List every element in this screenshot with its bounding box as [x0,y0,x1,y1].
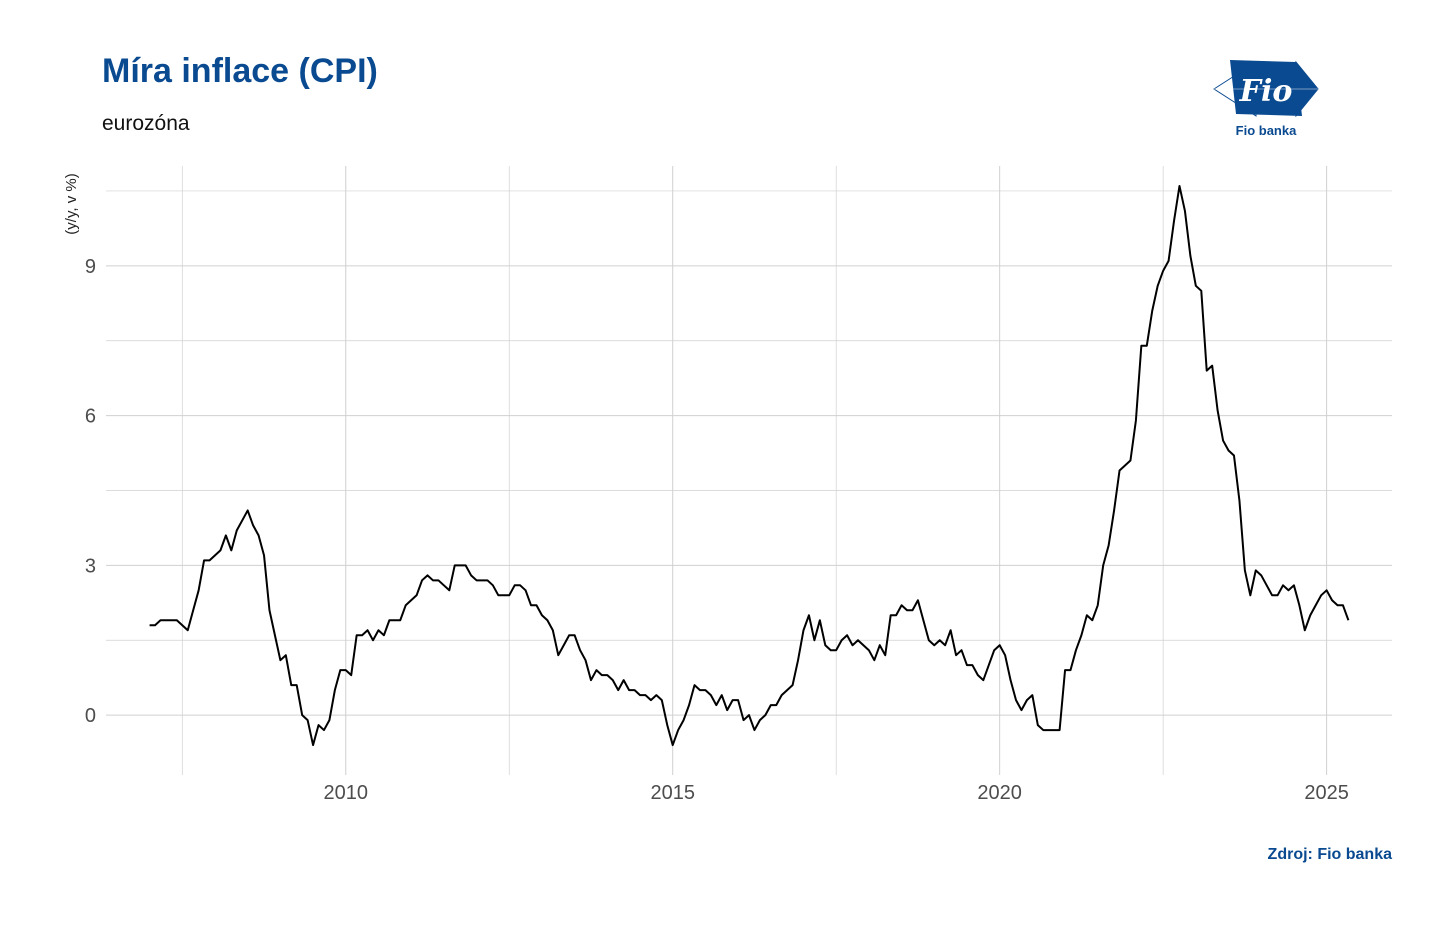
series-layer [149,184,1350,747]
y-tick-label: 0 [85,705,96,727]
x-tick-label: 2015 [650,782,695,804]
fio-banka-logo: Fio Fio banka [1213,60,1319,138]
grid-minor [106,166,1392,775]
x-tick-label: 2010 [324,782,369,804]
x-tick-label: 2020 [977,782,1022,804]
y-tick-label: 9 [85,256,96,278]
logo-name: Fio banka [1236,123,1297,138]
y-axis-label: (y/y, v %) [63,173,80,234]
logo-flag-shape [1230,60,1302,116]
x-tick-label: 2025 [1304,782,1349,804]
chart-title: Míra inflace (CPI) [102,52,378,90]
y-tick-label: 3 [85,555,96,577]
x-tick-labels: 2010 2015 2020 2025 [324,782,1349,804]
y-tick-labels: 0 3 6 9 [85,256,96,727]
grid-major [106,166,1392,775]
y-tick-label: 6 [85,406,96,428]
logo-mark-text: Fio [1239,74,1293,109]
inflation-series-line [149,184,1350,747]
source-note: Zdroj: Fio banka [1267,846,1392,863]
chart-subtitle: eurozóna [102,112,190,135]
